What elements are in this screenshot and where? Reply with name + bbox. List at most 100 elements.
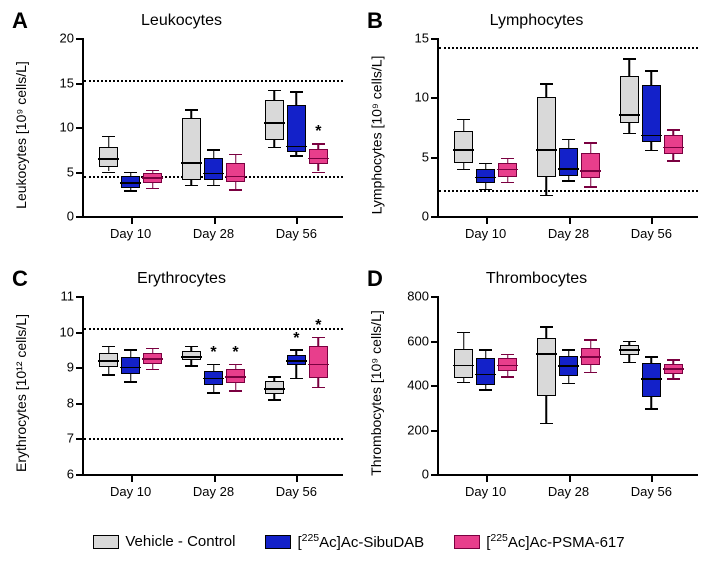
boxplot-box [265, 381, 284, 393]
y-tick-label: 0 [40, 209, 74, 224]
boxplot-box [476, 358, 495, 385]
chart-title: Thrombocytes [365, 270, 708, 288]
y-tick-label: 0 [395, 467, 429, 482]
panel-b: BLymphocytesLymphocytes [10⁹ cells/L]051… [365, 10, 708, 260]
boxplot-box [664, 135, 683, 154]
significance-star: * [210, 344, 216, 362]
x-tick-label: Day 28 [193, 226, 234, 241]
x-tick-label: Day 28 [193, 484, 234, 499]
plot-area: 051015Day 10Day 28Day 56 [437, 38, 698, 218]
y-tick-label: 5 [395, 149, 429, 164]
boxplot-box [226, 163, 245, 183]
y-tick-label: 15 [40, 75, 74, 90]
boxplot-box [309, 149, 328, 164]
plot-area: 0200400600800Day 10Day 28Day 56 [437, 296, 698, 476]
y-tick-label: 400 [395, 378, 429, 393]
x-tick-label: Day 10 [465, 226, 506, 241]
swatch-sibudab [265, 535, 291, 549]
boxplot-box [537, 97, 556, 177]
y-tick-label: 8 [40, 395, 74, 410]
boxplot-box [454, 131, 473, 163]
x-tick-label: Day 56 [276, 484, 317, 499]
boxplot-box [143, 173, 162, 183]
legend-sibudab: [225Ac]Ac-SibuDAB [265, 532, 424, 551]
y-tick-label: 0 [395, 209, 429, 224]
boxplot-box [537, 338, 556, 396]
y-tick-label: 800 [395, 289, 429, 304]
y-tick-label: 200 [395, 422, 429, 437]
boxplot-box [204, 158, 223, 180]
boxplot-box [642, 363, 661, 397]
panel-d: DThrombocytesThrombocytes [10⁹ cells/L]0… [365, 268, 708, 518]
boxplot-box [265, 100, 284, 140]
x-tick-label: Day 56 [631, 226, 672, 241]
y-tick-label: 10 [40, 120, 74, 135]
boxplot-box [121, 357, 140, 375]
legend-label-psma: [225Ac]Ac-PSMA-617 [486, 532, 624, 551]
significance-star: * [315, 123, 321, 141]
boxplot-box [642, 85, 661, 142]
legend-label-vehicle: Vehicle - Control [125, 533, 235, 550]
x-tick-label: Day 28 [548, 226, 589, 241]
y-tick-label: 5 [40, 164, 74, 179]
boxplot-box [454, 349, 473, 378]
boxplot-box [620, 76, 639, 123]
panel-a: ALeukocytesLeukocytes [10⁹ cells/L]05101… [10, 10, 353, 260]
swatch-psma [454, 535, 480, 549]
boxplot-box [498, 358, 517, 370]
plot-area: 67891011Day 10Day 28Day 56**** [82, 296, 343, 476]
significance-star: * [315, 317, 321, 335]
legend: Vehicle - Control [225Ac]Ac-SibuDAB [225… [10, 532, 708, 551]
y-tick-label: 20 [40, 31, 74, 46]
y-tick-label: 10 [395, 90, 429, 105]
y-tick-label: 15 [395, 31, 429, 46]
boxplot-box [121, 176, 140, 188]
significance-star: * [232, 344, 238, 362]
reference-line [84, 328, 343, 330]
boxplot-box [182, 351, 201, 360]
y-axis-label: Erythrocytes [10¹² cells/L] [13, 314, 29, 472]
y-tick-label: 10 [40, 324, 74, 339]
boxplot-box [287, 355, 306, 366]
x-tick-label: Day 10 [110, 226, 151, 241]
y-tick-label: 11 [40, 289, 74, 304]
legend-psma: [225Ac]Ac-PSMA-617 [454, 532, 624, 551]
x-tick-label: Day 56 [276, 226, 317, 241]
x-tick-label: Day 28 [548, 484, 589, 499]
y-axis-label: Lymphocytes [10⁹ cells/L] [368, 56, 384, 215]
boxplot-box [581, 153, 600, 178]
boxplot-box [664, 364, 683, 374]
boxplot-box [287, 105, 306, 152]
reference-line [84, 80, 343, 82]
boxplot-box [182, 118, 201, 180]
plot-area: 05101520Day 10Day 28Day 56* [82, 38, 343, 218]
swatch-vehicle [93, 535, 119, 549]
chart-title: Lymphocytes [365, 12, 708, 30]
boxplot-box [309, 346, 328, 378]
legend-label-sibudab: [225Ac]Ac-SibuDAB [297, 532, 424, 551]
y-axis-label: Leukocytes [10⁹ cells/L] [13, 61, 29, 209]
boxplot-box [476, 169, 495, 183]
x-tick-label: Day 56 [631, 484, 672, 499]
legend-vehicle: Vehicle - Control [93, 533, 235, 550]
x-tick-label: Day 10 [110, 484, 151, 499]
reference-line [84, 438, 343, 440]
boxplot-box [559, 148, 578, 175]
y-tick-label: 7 [40, 431, 74, 446]
boxplot-box [99, 353, 118, 367]
y-tick-label: 600 [395, 333, 429, 348]
reference-line [439, 190, 698, 192]
significance-star: * [293, 330, 299, 348]
y-axis-label: Thrombocytes [10⁹ cells/L] [368, 310, 384, 476]
boxplot-box [204, 371, 223, 385]
chart-title: Erythrocytes [10, 270, 353, 288]
y-tick-label: 9 [40, 360, 74, 375]
boxplot-box [498, 163, 517, 177]
boxplot-box [620, 345, 639, 355]
panel-grid: ALeukocytesLeukocytes [10⁹ cells/L]05101… [10, 10, 708, 518]
y-tick-label: 6 [40, 467, 74, 482]
boxplot-box [559, 356, 578, 376]
x-tick-label: Day 10 [465, 484, 506, 499]
boxplot-box [143, 353, 162, 364]
boxplot-box [226, 369, 245, 383]
